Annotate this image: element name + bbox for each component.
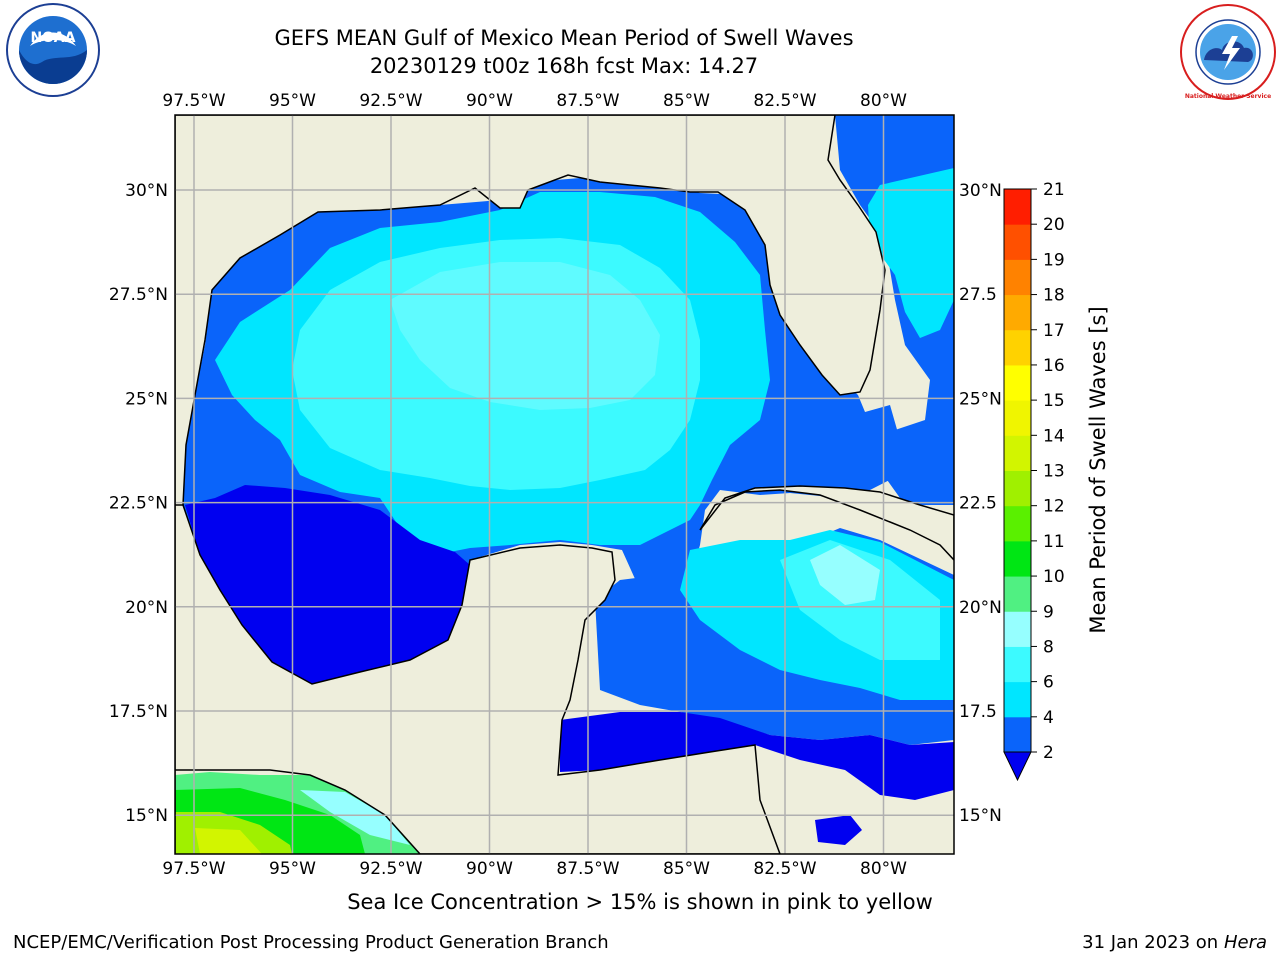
colorbar-segment [1004,259,1031,296]
latitude-labels-left: 30°N 27.5°N 25°N 22.5°N 20°N 17.5°N 15°N [109,181,168,826]
latitude-label: 25°N [125,389,168,409]
latitude-label: 22.5°N [109,494,168,514]
colorbar-tick-label: 19 [1043,250,1065,270]
noaa-logo-text: NOAA [31,30,76,46]
colorbar-tick-label: 20 [1043,215,1065,235]
colorbar-extend-arrow [1003,751,1032,782]
latitude-label: 22.5 [959,494,997,514]
longitude-labels-bottom: 97.5°W 95°W 92.5°W 90°W 87.5°W 85°W 82.5°W 80°W [162,859,907,879]
footer-date: 31 Jan 2023 on [1082,932,1219,953]
colorbar-segment [1004,470,1031,507]
latitude-label: 17.5°N [109,702,168,722]
colorbar-segment [1004,505,1031,542]
colorbar-tick-label: 8 [1043,637,1054,657]
nws-logo: National Weather Service [1180,4,1276,100]
colorbar-tick-label: 13 [1043,462,1065,482]
chart-subtitle: 20230129 t00z 168h fcst Max: 14.27 [369,54,759,78]
noaa-logo: NOAA [6,3,100,97]
longitude-label: 95°W [269,859,316,879]
colorbar-segment [1004,224,1031,260]
cuba-landmass [699,485,954,562]
colorbar-segment [1004,681,1031,718]
colorbar-tick-label: 16 [1043,356,1065,376]
colorbar-tick-label: 12 [1043,497,1065,517]
map-panel [175,115,954,854]
colorbar-tick-label: 11 [1043,532,1065,552]
longitude-label: 82.5°W [753,859,816,879]
colorbar-tick-label: 14 [1043,426,1065,446]
latitude-label: 30°N [959,181,1002,201]
latitude-label: 15°N [125,806,168,826]
latitude-labels-right: 30°N 27.5 25°N 22.5 20°N 17.5 15°N [959,181,1002,826]
footer-credit: NCEP/EMC/Verification Post Processing Pr… [13,932,609,953]
colorbar-tick-label: 15 [1043,391,1065,411]
longitude-label: 95°W [269,91,316,111]
colorbar: 2 4 6 8 9 10 11 12 13 14 15 16 17 18 19 20 21 [1003,180,1065,782]
footer-host: Hera [1223,932,1267,953]
map-grid [175,115,954,854]
latitude-label: 17.5 [959,702,997,722]
colorbar-tick-label: 18 [1043,286,1065,306]
longitude-label: 87.5°W [556,91,619,111]
caribbean-edge-swell-region [815,815,862,845]
atlantic-inner-swell-region [868,168,954,338]
caribbean-south-swell-region [560,712,954,800]
longitude-label: 85°W [663,91,710,111]
latitude-label: 15°N [959,806,1002,826]
caribbean-core-swell-region [810,545,880,605]
colorbar-segment [1004,294,1031,331]
longitude-label: 90°W [466,859,513,879]
colorbar-tick-label: 17 [1043,321,1065,341]
colorbar-segment [1004,646,1031,683]
footer-date-host: 31 Jan 2023 on Hera [1082,932,1267,953]
longitude-labels-top: 97.5°W 95°W 92.5°W 90°W 87.5°W 85°W 82.5°W 80°W [162,91,907,111]
colorbar-segment [1004,576,1031,612]
colorbar-segment [1004,611,1031,647]
longitude-label: 80°W [860,859,907,879]
colorbar-tick-label: 2 [1043,743,1054,763]
longitude-label: 80°W [860,91,907,111]
latitude-label: 27.5 [959,285,997,305]
colorbar-segment [1004,189,1031,225]
colorbar-tick-label: 6 [1043,673,1054,693]
longitude-label: 92.5°W [359,91,422,111]
colorbar-tick-label: 9 [1043,602,1054,622]
chart-title: GEFS MEAN Gulf of Mexico Mean Period of … [274,26,854,50]
yucatan-landmass [175,469,781,854]
colorbar-label: Mean Period of Swell Waves [s] [1086,306,1110,633]
gulf-core-swell-region [390,262,660,410]
map-frame [174,114,955,855]
colorbar-segment [1004,435,1031,471]
longitude-label: 97.5°W [162,91,225,111]
pacific-peak-swell-region [195,828,262,854]
latitude-label: 25°N [959,389,1002,409]
latitude-label: 20°N [959,598,1002,618]
latitude-label: 27.5°N [109,285,168,305]
latitude-label: 20°N [125,598,168,618]
pacific-coastal-swell-region [300,790,410,845]
latitude-label: 30°N [125,181,168,201]
colorbar-tick-label: 4 [1043,708,1054,728]
colorbar-segment [1004,329,1031,366]
longitude-label: 85°W [663,859,710,879]
campeche-swell-region [185,485,470,684]
longitude-label: 92.5°W [359,859,422,879]
longitude-label: 97.5°W [162,859,225,879]
colorbar-segment [1004,364,1031,401]
colorbar-segment [1004,716,1031,753]
colorbar-segment [1004,400,1031,436]
colorbar-segment [1004,540,1031,577]
nws-logo-text: National Weather Service [1185,93,1271,100]
longitude-label: 87.5°W [556,859,619,879]
colorbar-tick-label: 21 [1043,180,1065,200]
colorbar-tick-label: 10 [1043,567,1065,587]
longitude-label: 90°W [466,91,513,111]
longitude-label: 82.5°W [753,91,816,111]
sea-ice-note: Sea Ice Concentration > 15% is shown in … [347,890,933,914]
